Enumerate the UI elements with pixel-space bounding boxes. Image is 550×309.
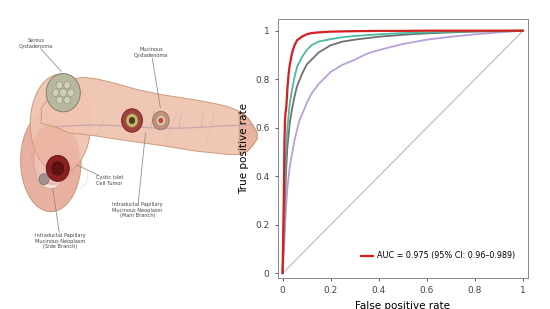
Circle shape (46, 155, 69, 181)
Circle shape (46, 74, 80, 112)
Polygon shape (41, 77, 257, 154)
Polygon shape (34, 134, 67, 189)
Text: Serous
Cystadenoma: Serous Cystadenoma (19, 38, 62, 71)
Text: Cystic Islet
Cell Tumor: Cystic Islet Cell Tumor (77, 165, 124, 186)
Circle shape (56, 82, 63, 89)
Circle shape (122, 109, 142, 132)
Circle shape (56, 96, 63, 104)
Polygon shape (239, 111, 257, 154)
Circle shape (126, 114, 138, 127)
Ellipse shape (30, 74, 91, 173)
Circle shape (52, 89, 59, 96)
Text: Mucinous
Cystadenoma: Mucinous Cystadenoma (134, 47, 168, 108)
Circle shape (52, 162, 64, 175)
Circle shape (129, 117, 135, 124)
Circle shape (153, 111, 169, 130)
Text: Intraductal Papillary
Mucinous Neoplasm
(Side Branch): Intraductal Papillary Mucinous Neoplasm … (35, 188, 86, 249)
Circle shape (64, 82, 70, 89)
Circle shape (159, 118, 163, 123)
Legend: AUC = 0.975 (95% CI: 0.96–0.989): AUC = 0.975 (95% CI: 0.96–0.989) (358, 248, 519, 264)
Circle shape (64, 96, 70, 104)
Y-axis label: True positive rate: True positive rate (239, 103, 250, 194)
Ellipse shape (30, 124, 80, 185)
Circle shape (39, 174, 49, 185)
Circle shape (68, 89, 74, 96)
Circle shape (59, 89, 67, 97)
X-axis label: False positive rate: False positive rate (355, 301, 450, 309)
Circle shape (156, 115, 166, 126)
Polygon shape (21, 110, 81, 212)
Text: Intraductal Papillary
Mucinous Neoplasm
(Main Branch): Intraductal Papillary Mucinous Neoplasm … (112, 133, 163, 218)
